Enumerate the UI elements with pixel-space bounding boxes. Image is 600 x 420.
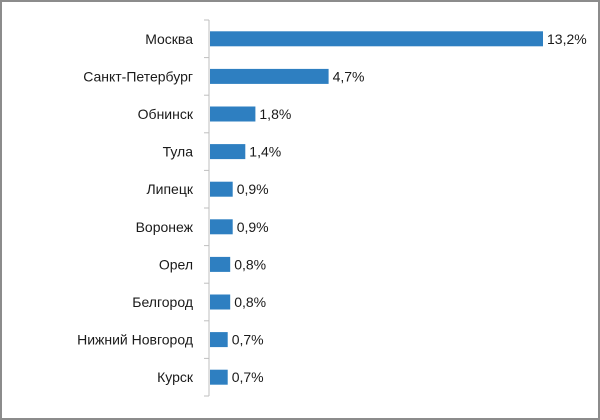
category-label: Курск [157,369,194,385]
bar-6 [210,256,231,272]
bar-5 [210,219,233,235]
value-label: 0,7% [232,369,264,385]
category-label: Липецк [146,181,193,197]
bar-7 [210,294,231,310]
category-label: Нижний Новгород [77,332,193,348]
value-label: 13,2% [547,31,587,47]
bar-9 [210,369,228,385]
value-label: 0,7% [232,332,264,348]
bar-1 [210,68,329,84]
category-label: Москва [145,31,193,47]
value-label: 0,9% [237,219,269,235]
bar-4 [210,181,233,197]
bar-3 [210,144,246,160]
category-labels-group: Москва Санкт-Петербург Обнинск Тула Липецк Во… [77,31,194,385]
category-label: Белгород [132,294,193,310]
value-label: 1,8% [259,106,291,122]
category-label: Тула [163,144,194,160]
category-label: Санкт-Петербург [83,68,193,84]
value-labels-group: 13,2% 4,7% 1,8% 1,4% 0,9% 0,9% 0,8% 0,8% 0,7% 0,7… [232,31,587,385]
bars-group [210,31,543,385]
value-label: 0,9% [237,181,269,197]
value-label: 1,4% [249,144,281,160]
value-label: 0,8% [234,256,266,272]
bar-0 [210,31,543,47]
value-label: 0,8% [234,294,266,310]
bar-2 [210,106,256,122]
value-label: 4,7% [333,68,365,84]
bar-8 [210,332,228,348]
category-label: Орел [159,256,193,272]
category-label: Воронеж [136,219,194,235]
category-label: Обнинск [138,106,194,122]
y-axis-ticks-group [204,19,209,397]
